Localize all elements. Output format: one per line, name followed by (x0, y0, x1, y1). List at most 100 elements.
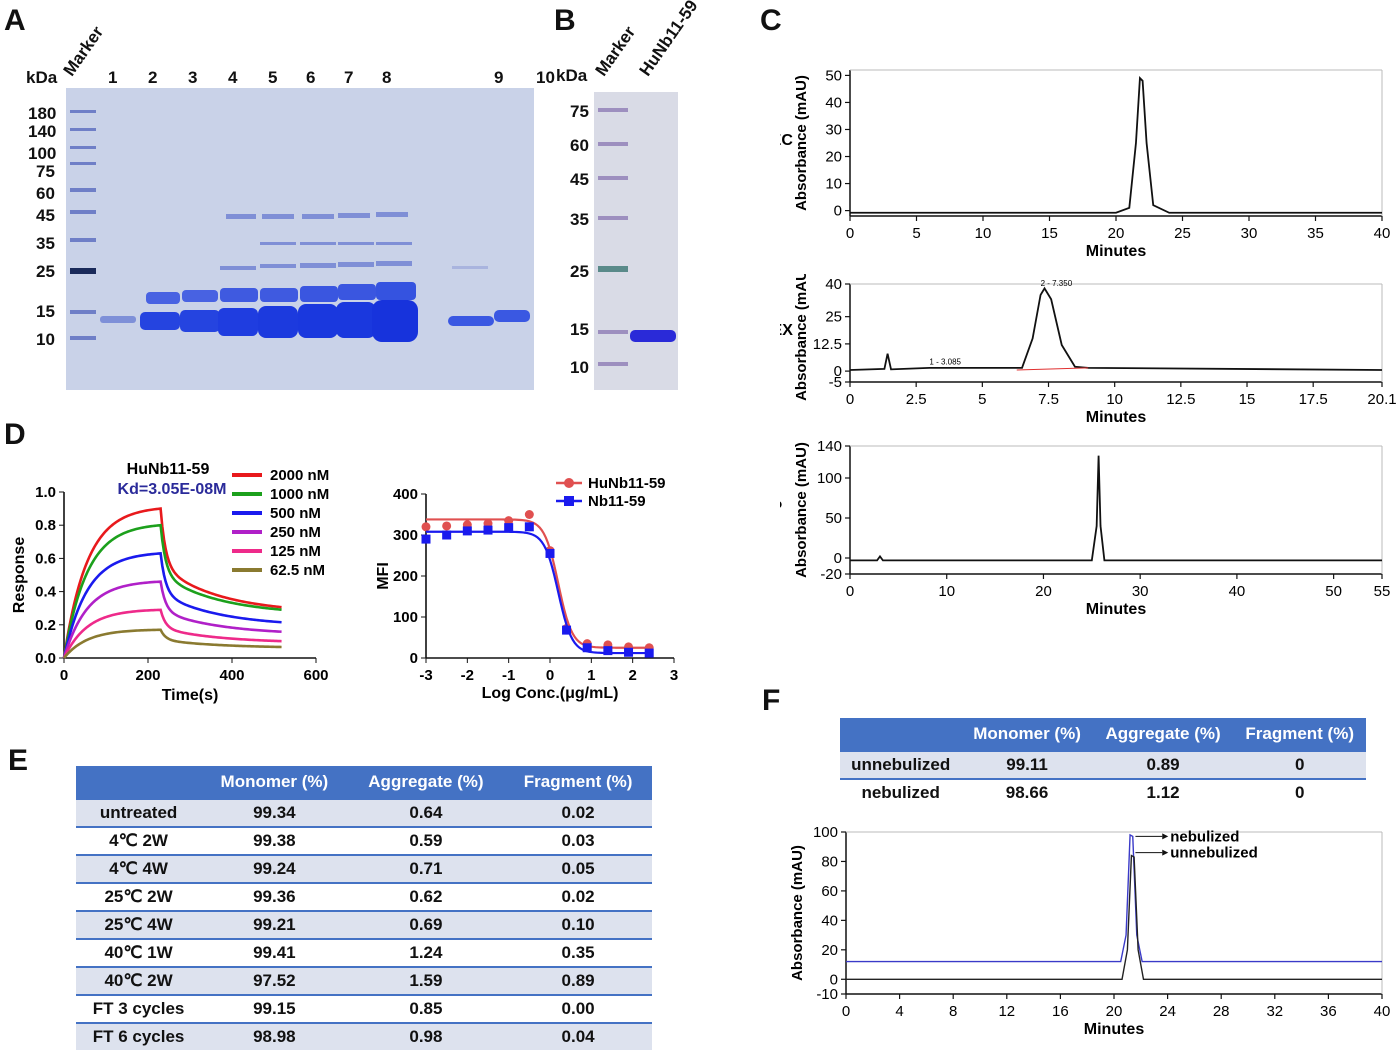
table-header-cell: Fragment (%) (504, 766, 652, 799)
data-point (462, 526, 472, 536)
legend-label: 125 nM (270, 543, 321, 560)
legend-label: HuNb11-59 (588, 475, 666, 492)
panel-label-a: A (4, 4, 26, 37)
y-tick-label: 30 (825, 121, 842, 138)
data-point (504, 516, 514, 526)
data-point (562, 625, 572, 635)
gel-a-marker-label: 180 (28, 104, 57, 123)
table-row: untreated 99.34 0.64 0.02 (76, 798, 652, 827)
data-point (442, 530, 452, 540)
y-tick-label: 10 (825, 176, 842, 193)
fit-curve (426, 530, 650, 655)
x-tick-label: 0 (846, 583, 854, 600)
y-tick-label: -20 (820, 566, 842, 583)
data-point (582, 643, 592, 653)
x-tick-label: 28 (1213, 1003, 1230, 1020)
sensorgram-curve (62, 608, 282, 659)
table-cell: 0 (1233, 778, 1366, 806)
legend-label: 1000 nM (270, 486, 329, 503)
arrow-head (1162, 849, 1169, 856)
table-cell: 40℃ 2W (76, 966, 202, 995)
y-tick-label: -10 (816, 986, 838, 1003)
gel-a-lane-label: 5 (268, 68, 278, 87)
table-cell: 99.24 (201, 854, 348, 883)
table-row: 25℃ 4W 99.21 0.69 0.10 (76, 910, 652, 939)
panel-label-b: B (554, 4, 576, 37)
x-tick-label: 30 (1241, 225, 1258, 242)
table-cell: 99.36 (201, 882, 348, 911)
series-line (846, 833, 1382, 963)
x-tick-label: 8 (949, 1003, 957, 1020)
gel-a-marker-label: 45 (36, 206, 55, 225)
x-tick-label: 15 (1239, 391, 1256, 408)
x-tick-label: 3 (670, 667, 678, 684)
gel-b-marker-label: 75 (570, 102, 589, 121)
y-tick-label: 0 (834, 363, 842, 380)
gel-a-lane-label: 1 (108, 68, 118, 87)
data-point (524, 522, 534, 532)
table-header-cell: Aggregate (%) (347, 766, 505, 799)
series-line (846, 854, 1382, 980)
y-tick-label: 0.6 (35, 550, 56, 567)
table-cell: 25℃ 4W (76, 910, 202, 939)
sensorgram-curve (62, 523, 282, 659)
table-cell: 0.59 (347, 826, 505, 855)
x-tick-label: 20 (1106, 1003, 1123, 1020)
x-tick-label: -3 (419, 667, 432, 684)
x-tick-label: 15 (1041, 225, 1058, 242)
gel-a-image (66, 88, 534, 390)
data-point (483, 525, 493, 535)
table-cell: 0.98 (347, 1022, 505, 1050)
y-axis-label: Absorbance (mAU) (789, 845, 806, 981)
method-label: AEX (780, 322, 793, 339)
y-tick-label: 0 (834, 203, 842, 220)
sec-chromatogram: 0 5 10 15 20 25 30 35 40 0 10 20 30 40 50 Minutes Absorb… (780, 67, 1390, 260)
x-axis-label: Minutes (1086, 409, 1147, 424)
x-tick-label: 16 (1052, 1003, 1069, 1020)
x-tick-label: 2.5 (906, 391, 927, 408)
gel-b-marker-label: 10 (570, 358, 589, 377)
gel-b-marker-label: 35 (570, 210, 589, 229)
gel-a-marker-label: 15 (36, 302, 55, 321)
y-tick-label: 80 (821, 853, 838, 870)
y-tick-label: 0 (830, 971, 838, 988)
table-cell: 0.62 (347, 882, 505, 911)
method-label: RP (780, 499, 783, 516)
x-tick-label: 55 (1374, 583, 1391, 600)
x-tick-label: 12 (998, 1003, 1015, 1020)
gel-b-marker-label: 45 (570, 170, 589, 189)
gel-a-marker-label: 25 (36, 262, 55, 281)
x-tick-label: 400 (219, 667, 244, 684)
table-cell: 0.64 (347, 798, 505, 827)
table-cell: 0.00 (504, 994, 652, 1023)
x-tick-label: 1 (587, 667, 595, 684)
series-line (849, 286, 1383, 371)
legend-label: 500 nM (270, 505, 321, 522)
gel-a-lane-label: 8 (382, 68, 392, 87)
table-header-cell: Fragment (%) (1233, 718, 1366, 751)
x-tick-label: 12.5 (1166, 391, 1195, 408)
table-cell: 99.38 (201, 826, 348, 855)
y-tick-label: 400 (393, 486, 418, 503)
y-axis-label: Absorbance (mAU) (793, 274, 810, 401)
y-tick-label: 0.8 (35, 517, 56, 534)
gel-b-marker-label: 15 (570, 320, 589, 339)
data-point (644, 648, 654, 658)
y-tick-label: -5 (829, 374, 842, 391)
panel-label-c: C (760, 4, 782, 37)
y-tick-label: 25 (825, 309, 842, 326)
y-tick-label: 0.0 (35, 650, 56, 667)
x-tick-label: 0 (846, 391, 854, 408)
x-tick-label: 40 (1229, 583, 1246, 600)
table-row: unnebulized 99.11 0.89 0 (840, 750, 1366, 779)
table-cell: 1.12 (1092, 778, 1234, 806)
sensorgram-curve (62, 552, 282, 659)
annotation-label: nebulized (1170, 828, 1239, 845)
table-cell: 0.71 (347, 854, 505, 883)
x-tick-label: 5 (912, 225, 920, 242)
table-cell: untreated (76, 798, 202, 827)
y-tick-label: 0.4 (35, 584, 57, 601)
table-cell: 0.85 (347, 994, 505, 1023)
y-tick-label: 12.5 (813, 336, 842, 353)
y-tick-label: 0.2 (35, 617, 56, 634)
